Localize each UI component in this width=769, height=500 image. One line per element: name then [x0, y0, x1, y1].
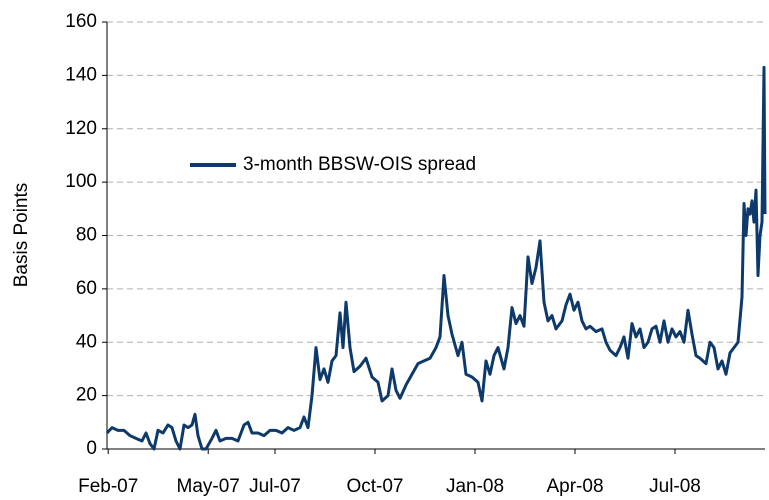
y-tick-label: 160 — [65, 11, 97, 32]
x-tick-label: Oct-07 — [346, 476, 403, 497]
x-tick-label: Jul-08 — [649, 476, 701, 497]
y-tick-label: 80 — [76, 225, 97, 246]
y-tick-label: 20 — [76, 385, 97, 406]
y-axis-label: Basis Points — [11, 183, 32, 288]
x-tick-label: Apr-08 — [546, 476, 603, 497]
x-tick-label: Feb-07 — [78, 476, 138, 497]
legend-label: 3-month BBSW-OIS spread — [243, 154, 476, 175]
y-tick-label: 140 — [65, 64, 97, 85]
x-tick-label: May-07 — [177, 476, 240, 497]
y-tick-label: 60 — [76, 278, 97, 299]
x-tick-label: Jan-08 — [446, 476, 504, 497]
x-tick-label: Jul-07 — [249, 476, 301, 497]
series-line — [105, 65, 767, 451]
y-tick-label: 100 — [65, 171, 97, 192]
y-tick-label: 0 — [86, 438, 97, 459]
y-tick-label: 120 — [65, 118, 97, 139]
y-tick-label: 40 — [76, 331, 97, 352]
